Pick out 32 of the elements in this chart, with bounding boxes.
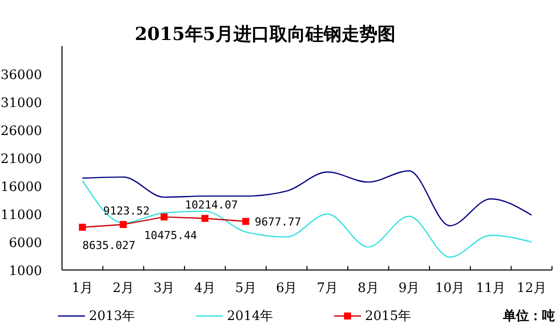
x-tick-label: 3月 <box>153 281 175 296</box>
x-tick-label: 2月 <box>112 281 134 296</box>
text: 单位：吨 <box>502 308 555 324</box>
x-tick-label: 1月 <box>72 281 94 296</box>
data-label: 8635.027 <box>82 239 136 252</box>
data-label: 10475.44 <box>144 228 198 242</box>
y-tick-label: 11000 <box>0 208 42 223</box>
x-tick-label: 7月 <box>316 281 338 296</box>
x-tick-label: 8月 <box>358 281 379 296</box>
legend-label: 2015年 <box>365 309 412 324</box>
line-series <box>82 180 532 258</box>
x-tick-label: 6月 <box>276 281 298 296</box>
y-tick-label: 36000 <box>0 68 42 83</box>
x-tick-label: 10月 <box>435 281 465 296</box>
y-tick-label: 21000 <box>0 152 42 167</box>
y-tick-label: 1000 <box>8 264 42 279</box>
data-label: 9677.77 <box>254 215 302 228</box>
x-tick-label: 4月 <box>194 281 216 296</box>
legend-label: 2013年 <box>89 309 136 324</box>
y-tick-label: 31000 <box>0 96 42 111</box>
x-tick-label: 12月 <box>516 281 546 296</box>
data-label: 10214.07 <box>184 198 238 212</box>
y-tick-label: 16000 <box>0 180 42 195</box>
chart-title: 2015年5月进口取向硅钢走势图 <box>134 24 396 45</box>
line-series <box>82 170 532 226</box>
legend-label: 2014年 <box>227 309 274 324</box>
x-tick-label: 11月 <box>476 281 506 296</box>
x-tick-label: 5月 <box>235 281 256 296</box>
data-label: 9123.52 <box>103 204 150 218</box>
y-tick-label: 26000 <box>0 124 42 139</box>
x-tick-label: 9月 <box>398 281 420 296</box>
y-tick-label: 6000 <box>8 236 42 251</box>
